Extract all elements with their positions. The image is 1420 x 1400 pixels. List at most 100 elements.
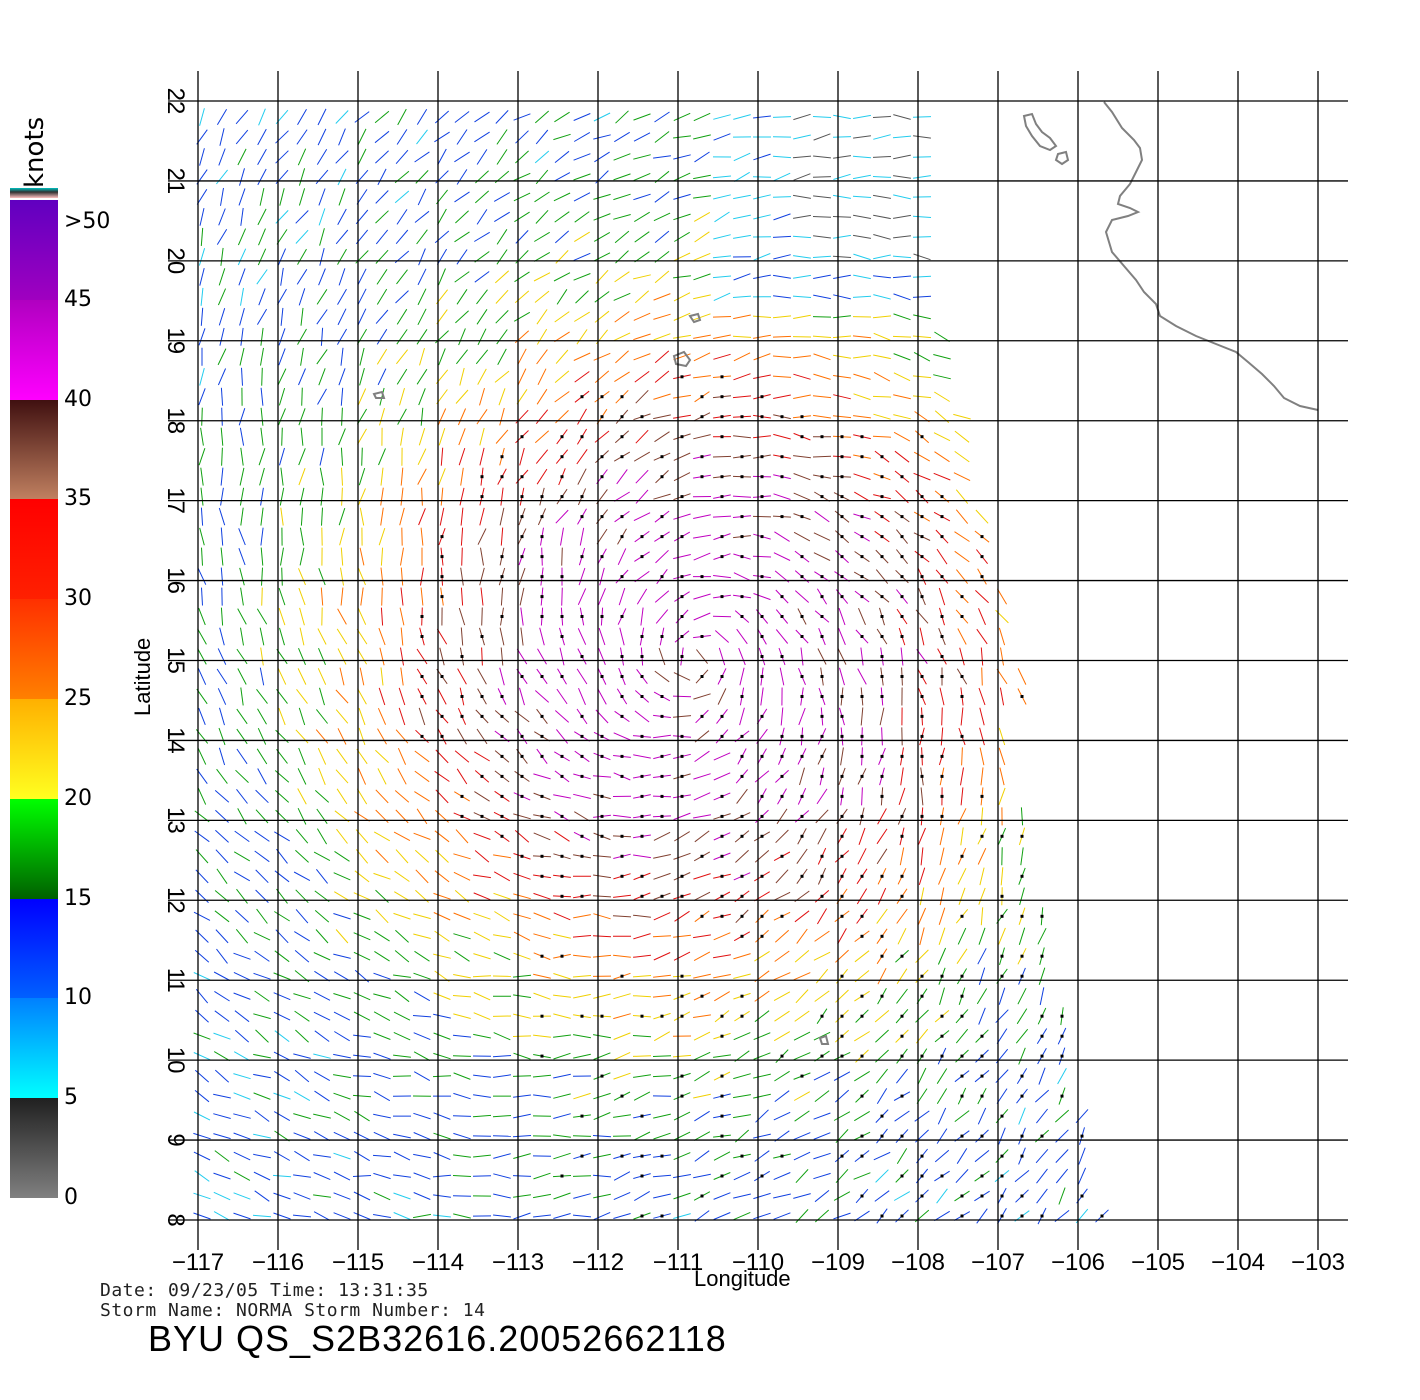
lat-tick-label: 13 [162,807,189,834]
wind-barb [653,854,671,859]
wind-barb [772,116,792,118]
wind-barb [693,873,711,880]
wind-barb [554,230,570,244]
wind-barb [257,168,267,186]
rain-flag [560,954,564,958]
wind-barb [713,1151,731,1161]
rain-flag [960,1014,964,1018]
wind-barb [353,932,371,941]
wind-barb [473,992,491,1001]
wind-barb [216,768,228,784]
wind-barb [658,647,666,666]
rain-flag [780,794,784,798]
rain-flag [980,1134,984,1138]
wind-barb [956,948,968,964]
lon-tick-label: −111 [653,1249,704,1276]
wind-barb [375,909,389,924]
wind-barb [693,552,711,561]
wind-barb [573,954,591,958]
island-san-benedicto [688,312,702,324]
rain-flag [680,754,684,758]
wind-barb [201,587,203,606]
wind-barb [496,149,508,165]
wind-barb [333,1212,351,1220]
wind-barb [936,1128,948,1144]
wind-barb [673,672,691,681]
wind-barb [772,335,792,338]
wind-barb [458,428,466,446]
wind-barb [414,750,430,763]
rain-flag [1040,1014,1044,1018]
lon-tick-label: −113 [492,1249,544,1276]
wind-barb [735,849,749,863]
wind-barb [576,449,588,465]
rain-flag [900,1134,904,1138]
wind-barb [481,647,483,666]
wind-barb [533,1214,551,1218]
wind-barb [635,429,649,444]
wind-barb [238,408,246,426]
wind-barb [753,334,771,339]
wind-barb [201,407,203,426]
wind-barb [534,191,550,203]
rain-flag [780,475,784,479]
wind-barb [217,648,227,665]
wind-barb [876,848,888,865]
rain-flag [840,435,844,439]
wind-barb [916,1088,928,1104]
wind-barb [852,155,872,159]
lat-tick-label: 14 [162,727,189,754]
rain-flag [960,615,964,618]
wind-barb [933,354,951,360]
wind-barb [298,707,306,726]
rain-flag [440,575,444,579]
wind-barb [979,867,985,886]
wind-barb [413,1213,431,1219]
wind-barb [533,1034,551,1038]
rain-flag [680,375,684,379]
wind-barb [733,194,751,200]
wind-barb [337,248,347,265]
wind-barb [257,727,267,745]
wind-barb [593,252,611,262]
rain-flag [940,974,944,978]
rain-flag [780,655,784,658]
wind-barb [398,687,406,706]
wind-barb [460,627,464,646]
wind-barb [397,768,407,785]
wind-barb [876,828,888,845]
wind-barb [954,531,970,542]
rain-flag [1000,1114,1004,1118]
wind-barb [239,347,245,366]
wind-barb [833,394,851,400]
rain-flag [840,774,844,778]
wind-barb [513,913,531,920]
wind-barb [812,116,832,118]
wind-barb [356,788,368,805]
wind-barb [573,192,591,202]
wind-barb [573,993,591,999]
rain-flag [700,854,704,858]
rain-flag [640,1174,644,1178]
lon-tick-label: −117 [172,1249,224,1276]
wind-barb [893,313,911,321]
rain-flag [700,994,704,998]
wind-barb [413,1051,431,1061]
wind-barb [260,487,264,506]
wind-barb [337,648,347,665]
rain-flag [460,794,464,798]
rain-flag [620,774,624,778]
wind-barb [1055,1168,1069,1184]
wind-barb [813,1112,831,1120]
rain-flag [600,834,604,838]
wind-barb [832,415,852,419]
wind-barb [693,375,711,379]
wind-barb [713,292,731,302]
wind-barb [674,231,690,242]
wind-barb [279,188,285,206]
wind-barb [437,408,447,426]
wind-barb [213,1191,231,1201]
rain-flag [680,774,684,778]
rain-flag [640,695,644,698]
rain-flag [860,934,864,938]
